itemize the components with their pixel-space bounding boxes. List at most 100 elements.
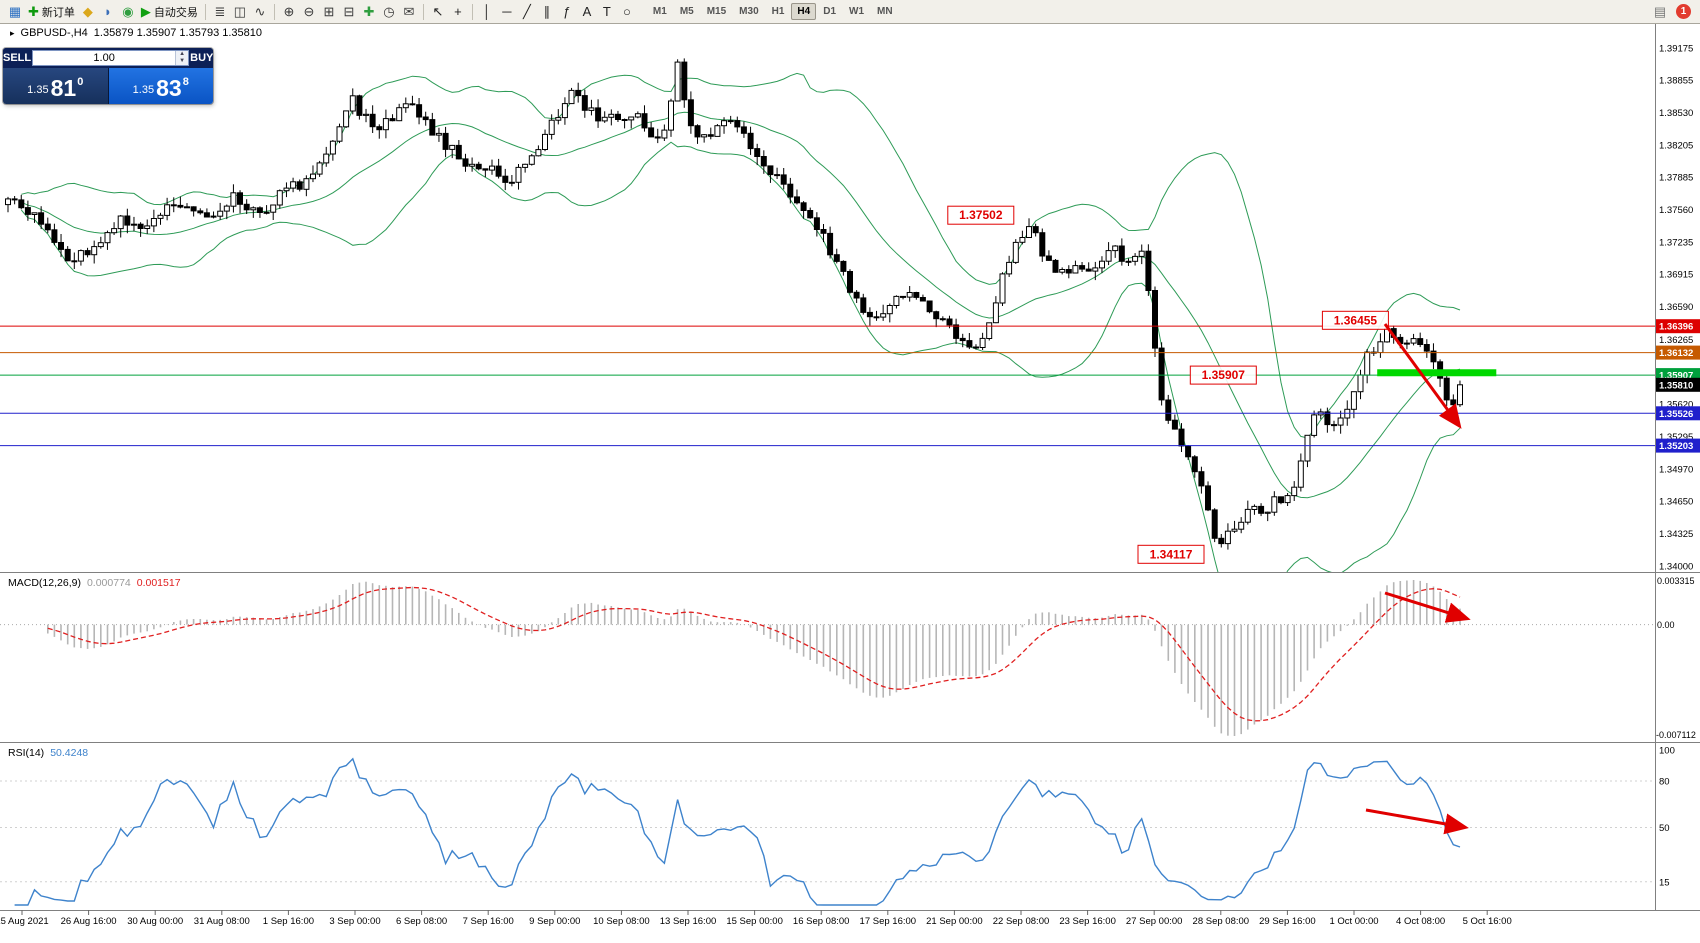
price-tag-1.36396: 1.36396 bbox=[1656, 319, 1700, 334]
lightning-icon[interactable]: ◆ bbox=[78, 2, 98, 22]
refresh-icon[interactable]: ◉ bbox=[118, 2, 138, 22]
person-icon[interactable]: ◗ bbox=[98, 2, 118, 22]
label-icon: T bbox=[602, 4, 611, 19]
one-click-trade-panel: SELL ▲ ▼ BUY 1.35 81 0 1.35 83 8 bbox=[3, 48, 213, 104]
cascade-windows-icon: ⊟ bbox=[343, 3, 355, 19]
trade-panel-price-row: 1.35 81 0 1.35 83 8 bbox=[3, 68, 213, 104]
price-axis-label: 1.38855 bbox=[1659, 76, 1693, 87]
time-axis-label: 26 Aug 16:00 bbox=[61, 916, 117, 927]
svg-text:1.34117: 1.34117 bbox=[1150, 547, 1193, 561]
volume-box: ▲ ▼ bbox=[32, 50, 190, 66]
time-axis-label: 17 Sep 16:00 bbox=[860, 916, 917, 927]
fibonacci-icon[interactable]: ƒ bbox=[557, 2, 577, 22]
vertical-line-icon: │ bbox=[482, 4, 491, 19]
price-chart[interactable]: 1.37502 1.36455 1.35907 1.34117 0.003315 0.00… bbox=[0, 24, 1700, 943]
cursor-icon: ↖ bbox=[432, 3, 444, 19]
timeframe-mn-button[interactable]: MN bbox=[877, 6, 893, 17]
cascade-windows-icon[interactable]: ⊟ bbox=[339, 2, 359, 22]
clock-icon[interactable]: ◷ bbox=[379, 2, 399, 22]
chart-title: GBPUSD-,H4 bbox=[20, 27, 88, 39]
buy-price[interactable]: 1.35 83 8 bbox=[107, 68, 213, 104]
time-axis-label: 16 Sep 08:00 bbox=[793, 916, 850, 927]
buy-price-small: 1.35 bbox=[132, 84, 155, 96]
candles bbox=[5, 58, 1463, 550]
toolbar-separator bbox=[273, 3, 275, 20]
toolbar-icons: ▦ ✚ 新订单 ◆ ◗ ◉ ▶ 自动交易 ≣ ◫ ∿ ⊕ ⊖ ⊞ ⊟ ✚ ◷ ✉ ↖ + │ ─ ╱ ∥ ƒ A T ○ bbox=[5, 2, 637, 22]
mail-icon[interactable]: ✉ bbox=[399, 2, 419, 22]
text-icon: A bbox=[582, 4, 592, 19]
toolbar-separator bbox=[422, 3, 424, 20]
buy-button[interactable]: BUY bbox=[190, 48, 213, 68]
macd-main-value: 0.000774 bbox=[86, 577, 131, 589]
volume-spinner-up-icon[interactable]: ▲ bbox=[179, 51, 186, 57]
new-order-button[interactable]: ✚ 新订单 bbox=[25, 2, 78, 22]
sell-button[interactable]: SELL bbox=[3, 48, 32, 68]
candlestick-chart-icon: ◫ bbox=[233, 3, 247, 19]
price-callout-1.35907[interactable]: 1.35907 bbox=[1189, 365, 1257, 385]
channel-icon[interactable]: ∥ bbox=[537, 2, 557, 22]
new-order-button-label: 新订单 bbox=[41, 6, 75, 19]
time-axis-label: 28 Sep 08:00 bbox=[1193, 916, 1250, 927]
indicators-icon[interactable]: ✚ bbox=[359, 2, 379, 22]
timeframe-h4-button[interactable]: H4 bbox=[791, 3, 817, 20]
sell-price[interactable]: 1.35 81 0 bbox=[3, 68, 108, 104]
autotrading-button-label: 自动交易 bbox=[153, 6, 198, 19]
channel-icon: ∥ bbox=[543, 3, 551, 19]
horizontal-line-icon: ─ bbox=[502, 4, 512, 19]
zoom-in-icon[interactable]: ⊕ bbox=[279, 2, 299, 22]
autotrading-button[interactable]: ▶ 自动交易 bbox=[138, 2, 201, 22]
price-callout-1.37502[interactable]: 1.37502 bbox=[947, 205, 1015, 225]
horizontal-line-icon[interactable]: ─ bbox=[497, 2, 517, 22]
time-axis-label: 4 Oct 08:00 bbox=[1396, 916, 1445, 927]
app-icon[interactable]: ▦ bbox=[5, 2, 25, 22]
sell-price-big: 81 bbox=[50, 75, 77, 101]
bar-chart-icon: ≣ bbox=[214, 3, 226, 19]
price-axis-label: 1.34970 bbox=[1659, 464, 1693, 475]
text-icon[interactable]: A bbox=[577, 2, 597, 22]
timeframe-h1-button[interactable]: H1 bbox=[771, 6, 785, 17]
price-axis-label: 1.39175 bbox=[1659, 44, 1693, 55]
mail-icon: ✉ bbox=[403, 3, 415, 19]
bar-chart-icon[interactable]: ≣ bbox=[210, 2, 230, 22]
zoom-out-icon: ⊖ bbox=[303, 3, 315, 19]
price-axis-label: 1.35295 bbox=[1659, 432, 1693, 443]
price-callout-1.34117[interactable]: 1.34117 bbox=[1137, 544, 1205, 564]
timeframe-m5-button[interactable]: M5 bbox=[679, 6, 694, 17]
timeframe-m15-button[interactable]: M15 bbox=[706, 6, 727, 17]
label-icon[interactable]: T bbox=[597, 2, 617, 22]
price-callout-1.36455[interactable]: 1.36455 bbox=[1321, 310, 1389, 330]
time-axis-label: 15 Sep 00:00 bbox=[726, 916, 783, 927]
price-axis-label: 1.34325 bbox=[1659, 529, 1693, 540]
trend-arrow-rsi[interactable] bbox=[1365, 808, 1469, 835]
trend-arrow-macd[interactable] bbox=[1384, 591, 1471, 623]
timeframe-d1-button[interactable]: D1 bbox=[823, 6, 837, 17]
svg-text:0.00: 0.00 bbox=[1657, 620, 1675, 630]
shapes-icon[interactable]: ○ bbox=[617, 2, 637, 22]
sell-price-sup: 0 bbox=[77, 76, 84, 88]
autotrading-button: ▶ bbox=[140, 3, 151, 19]
mini-chart-icon[interactable]: ▤ bbox=[1650, 2, 1670, 22]
crosshair-icon[interactable]: + bbox=[448, 2, 468, 22]
time-axis-label: 22 Sep 08:00 bbox=[993, 916, 1050, 927]
zoom-out-icon[interactable]: ⊖ bbox=[299, 2, 319, 22]
tile-windows-icon[interactable]: ⊞ bbox=[319, 2, 339, 22]
timeframe-m30-button[interactable]: M30 bbox=[739, 6, 759, 17]
svg-text:80: 80 bbox=[1659, 777, 1670, 788]
candlestick-chart-icon[interactable]: ◫ bbox=[230, 2, 250, 22]
vertical-line-icon[interactable]: │ bbox=[477, 2, 497, 22]
timeframe-w1-button[interactable]: W1 bbox=[849, 6, 865, 17]
line-chart-icon[interactable]: ∿ bbox=[250, 2, 270, 22]
svg-text:15: 15 bbox=[1659, 877, 1670, 888]
trendline-icon: ╱ bbox=[522, 3, 531, 19]
volume-spinner-down-icon[interactable]: ▼ bbox=[179, 58, 186, 64]
timeframe-m1-button[interactable]: M1 bbox=[652, 6, 667, 17]
chart-window: 1.37502 1.36455 1.35907 1.34117 0.003315 0.00… bbox=[0, 24, 1700, 943]
cursor-icon[interactable]: ↖ bbox=[428, 2, 448, 22]
price-axis-label: 1.34000 bbox=[1659, 562, 1693, 573]
notification-badge[interactable]: 1 bbox=[1676, 4, 1691, 19]
trendline-icon[interactable]: ╱ bbox=[517, 2, 537, 22]
clock-icon: ◷ bbox=[383, 3, 395, 19]
volume-input[interactable] bbox=[33, 51, 176, 65]
trend-arrow-main[interactable] bbox=[1383, 323, 1462, 429]
crosshair-icon: + bbox=[454, 4, 462, 19]
